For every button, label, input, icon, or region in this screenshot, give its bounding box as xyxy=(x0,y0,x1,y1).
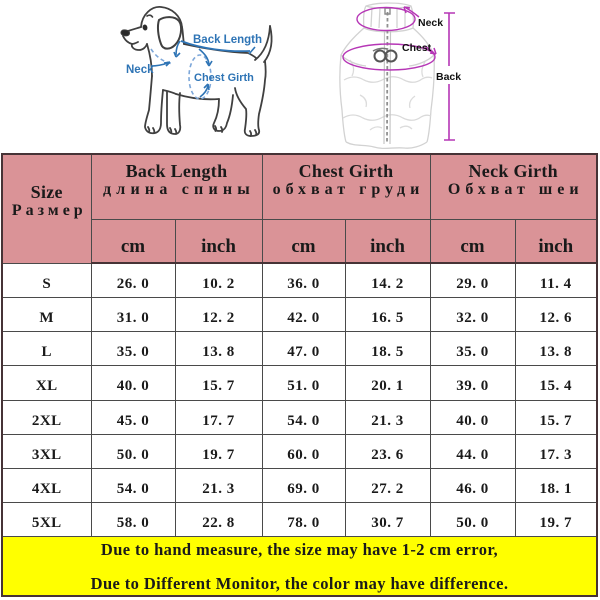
svg-text:Back Length: Back Length xyxy=(193,34,262,46)
svg-text:Back: Back xyxy=(436,71,461,83)
svg-text:Neck: Neck xyxy=(418,17,443,29)
svg-text:Chest: Chest xyxy=(402,42,432,54)
svg-text:Neck: Neck xyxy=(126,64,154,76)
svg-text:Chest Girth: Chest Girth xyxy=(194,72,254,84)
